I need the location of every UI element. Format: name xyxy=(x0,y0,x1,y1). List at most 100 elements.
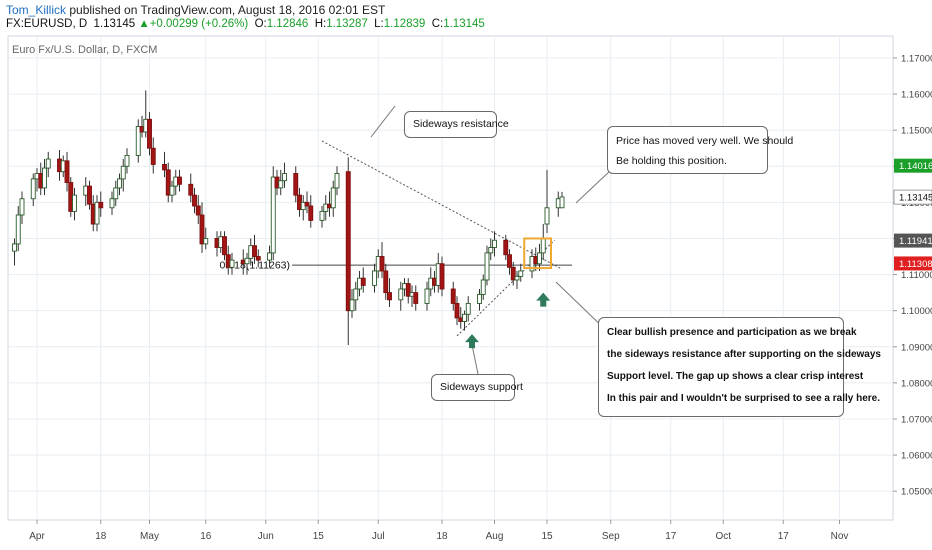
y-tick-label: 1.07000 xyxy=(901,414,932,425)
y-tick-label: 1.06000 xyxy=(901,451,932,462)
callout-price-moved: Price has moved very well. We should Be … xyxy=(607,126,793,174)
open-value: 1.12846 xyxy=(266,18,309,30)
fib-level-label: 0.618(1.11263) xyxy=(220,260,290,272)
candle xyxy=(278,180,284,189)
candle xyxy=(64,160,70,183)
candle xyxy=(379,256,385,272)
x-tick-label: Nov xyxy=(831,531,849,542)
author-link[interactable]: Tom_Killick xyxy=(6,3,67,17)
high-value: 1.13287 xyxy=(326,18,368,30)
callout-text: Sideways support xyxy=(440,381,523,393)
callout-text: Sideways resistance xyxy=(413,118,509,130)
y-tick-label: 1.10000 xyxy=(901,306,932,317)
candle xyxy=(450,288,456,304)
plot-area xyxy=(7,35,894,521)
candle xyxy=(405,283,411,297)
candle xyxy=(507,254,512,268)
candle xyxy=(345,171,351,312)
x-tick-label: Jul xyxy=(372,531,385,542)
candle xyxy=(12,243,17,252)
callout-line: Support level. The gap up shows a clear … xyxy=(607,371,864,382)
candle xyxy=(484,252,490,281)
candle xyxy=(255,256,261,261)
price-tag-label: 1.11941 xyxy=(899,236,932,247)
price-tag xyxy=(894,233,932,248)
callout-pointer-resistance xyxy=(370,105,396,138)
candle xyxy=(244,257,250,265)
candle xyxy=(387,292,392,301)
candle xyxy=(165,169,171,196)
candle xyxy=(349,299,355,312)
candle xyxy=(195,205,201,216)
candle xyxy=(537,252,542,265)
x-tick-label: May xyxy=(140,531,159,542)
candle xyxy=(72,194,77,212)
candle xyxy=(113,187,119,200)
candle xyxy=(124,154,130,167)
candle xyxy=(282,173,287,182)
candle xyxy=(480,279,486,295)
quote-line: FX:EURUSD, D 1.13145 ▲+0.00299 (+0.26%) … xyxy=(6,18,485,30)
low-label: L: xyxy=(374,18,384,30)
price-tag-label: 1.11308 xyxy=(899,259,932,270)
publish-text: published on TradingView.com, August 18,… xyxy=(66,3,386,17)
candle xyxy=(270,176,276,254)
candle xyxy=(45,158,51,169)
y-tick-label: 1.09000 xyxy=(901,342,932,353)
candle xyxy=(120,165,126,180)
x-tick-label: 18 xyxy=(95,531,107,542)
close-value: 1.13145 xyxy=(443,18,485,30)
price-tag xyxy=(893,189,932,205)
x-tick-label: 15 xyxy=(313,531,325,542)
candle xyxy=(372,270,377,286)
high-label: H: xyxy=(314,18,327,30)
candle xyxy=(252,245,257,257)
close-label: C: xyxy=(431,18,444,30)
candle xyxy=(488,247,494,254)
candle xyxy=(94,201,100,225)
candle xyxy=(492,239,497,248)
candle xyxy=(439,263,445,290)
candle xyxy=(293,173,299,196)
price-change: +0.00299 (+0.26%) xyxy=(149,18,249,30)
y-tick-label: 1.17000 xyxy=(901,53,932,64)
callout-sideways-resistance: Sideways resistance xyxy=(404,111,509,138)
chart-title: Euro Fx/U.S. Dollar, D, FXCM xyxy=(12,44,157,56)
candle xyxy=(319,210,325,221)
callout-line: Clear bullish presence and participation… xyxy=(607,327,857,338)
open-label: O: xyxy=(254,18,267,30)
candle xyxy=(383,270,389,294)
candle xyxy=(147,118,152,149)
price-tag xyxy=(894,158,932,173)
x-tick-label: Aug xyxy=(486,531,504,542)
candle xyxy=(42,167,47,189)
x-tick-label: 17 xyxy=(665,531,677,542)
chart-header: Tom_Killick published on TradingView.com… xyxy=(0,0,932,34)
candle xyxy=(424,288,430,304)
x-tick-label: 18 xyxy=(436,531,448,542)
candle xyxy=(203,238,209,245)
callout-line: Be holding this position. xyxy=(616,155,727,167)
candle xyxy=(192,194,197,207)
candle xyxy=(304,201,310,207)
candle xyxy=(308,205,314,221)
candle xyxy=(353,288,359,301)
candle xyxy=(559,196,565,209)
low-value: 1.12839 xyxy=(383,18,426,30)
candle xyxy=(518,270,524,277)
candle xyxy=(162,164,167,171)
x-tick-label: 16 xyxy=(200,531,212,542)
up-arrow-icon xyxy=(465,334,479,349)
candle xyxy=(462,313,467,322)
resistance-trendline xyxy=(321,140,563,270)
candle xyxy=(510,266,516,281)
candle xyxy=(199,214,205,245)
price-tag xyxy=(894,256,932,271)
candle xyxy=(465,302,471,315)
candle xyxy=(135,126,141,156)
candle xyxy=(30,178,36,200)
callout-sideways-support: Sideways support xyxy=(431,374,523,401)
candle xyxy=(229,259,235,268)
candle xyxy=(514,275,520,281)
candle xyxy=(330,187,336,209)
